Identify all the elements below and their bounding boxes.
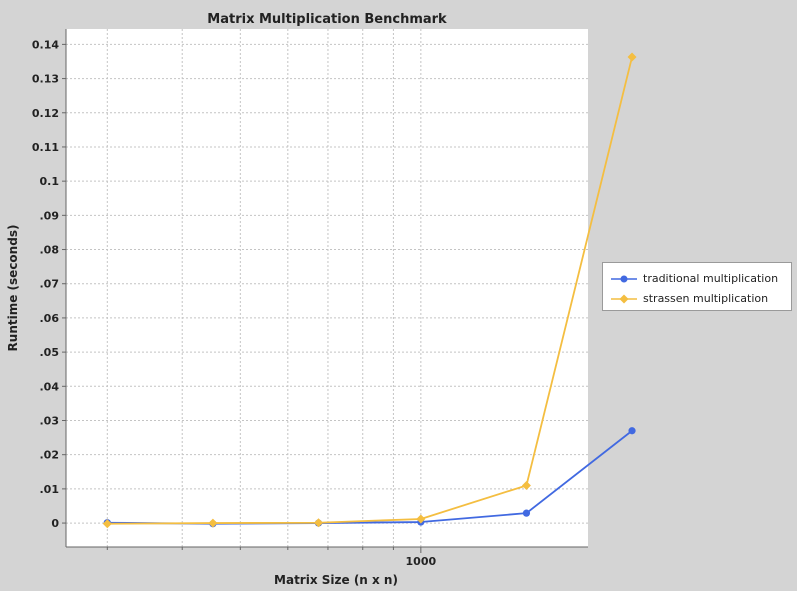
y-tick-label: .07	[40, 278, 60, 291]
y-tick-label: 0	[51, 517, 59, 530]
y-tick-label: 0.14	[32, 38, 59, 51]
y-tick-label: .05	[40, 346, 60, 359]
y-tick-label: 0.1	[40, 175, 60, 188]
chart-title: Matrix Multiplication Benchmark	[207, 12, 447, 27]
y-tick-label: .09	[40, 209, 60, 222]
legend-swatch-strassen	[611, 294, 637, 304]
x-tick-label: 1000	[406, 555, 437, 568]
series-line-strassen	[107, 56, 633, 525]
y-tick-label: .04	[40, 380, 60, 393]
data-point-strassen	[627, 52, 637, 62]
data-point-traditional	[628, 427, 636, 435]
legend: traditional multiplication strassen mult…	[602, 262, 792, 311]
data-point-traditional	[522, 509, 531, 517]
y-tick-label: 0.11	[32, 141, 59, 154]
y-tick-label: .02	[40, 449, 60, 462]
x-axis-label: Matrix Size (n x n)	[274, 573, 398, 587]
data-point-strassen	[208, 518, 218, 528]
y-tick-label: .08	[40, 244, 60, 257]
data-point-strassen	[521, 480, 531, 490]
legend-item-strassen: strassen multiplication	[611, 291, 768, 307]
data-point-strassen	[102, 519, 112, 529]
data-point-strassen	[416, 514, 426, 524]
legend-item-traditional: traditional multiplication	[611, 271, 778, 287]
plot-area	[66, 29, 588, 547]
y-tick-label: .06	[40, 312, 60, 325]
y-tick-label: .01	[40, 483, 60, 496]
legend-swatch-traditional	[611, 275, 637, 283]
y-tick-label: 0.12	[32, 107, 59, 120]
legend-label-traditional: traditional multiplication	[643, 272, 779, 285]
axes: 0 .01 .02 .03 .04 .05 .06 .07 .08 .09 0.1 0.11 0.12 0…	[32, 29, 588, 568]
y-tick-label: .03	[40, 414, 60, 427]
y-axis-label: Runtime (seconds)	[6, 225, 20, 352]
data-point-strassen	[313, 518, 323, 528]
legend-label-strassen: strassen multiplication	[643, 292, 769, 305]
series-layer	[102, 52, 637, 529]
y-tick-label: 0.13	[32, 73, 59, 86]
